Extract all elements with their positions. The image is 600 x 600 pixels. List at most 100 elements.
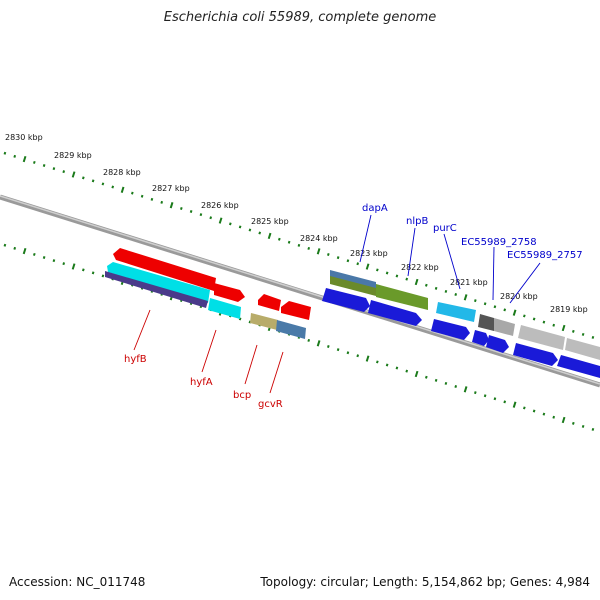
gene-label-purC[interactable]: purC [433, 223, 457, 234]
gene-label-EC55989_2757[interactable]: EC55989_2757 [507, 250, 583, 261]
forward-strand-tick [444, 289, 448, 293]
reverse-strand-tick [532, 409, 536, 413]
forward-strand-tick [62, 170, 66, 174]
forward-strand-tick [336, 256, 340, 260]
gene-feature-gcvR[interactable] [281, 301, 311, 320]
gene-feature-EC55989_2758[interactable] [478, 314, 494, 331]
forward-strand-tick [395, 274, 399, 278]
leader-gcvR [269, 351, 284, 394]
gene-feature-gcvR-steel[interactable] [276, 320, 306, 339]
leader-EC55989_2758 [492, 246, 495, 301]
reverse-strand-tick [473, 391, 477, 395]
gene-label-dapA[interactable]: dapA [362, 203, 388, 214]
reverse-strand-tick [454, 385, 458, 389]
scale-tick-label: 2823 kbp [350, 249, 388, 258]
scale-tick-label: 2825 kbp [251, 217, 289, 226]
forward-strand-tick [542, 320, 546, 324]
gene-feature-bcp[interactable] [258, 294, 281, 311]
scale-tick-label: 2824 kbp [300, 234, 338, 243]
forward-strand-tick [13, 154, 17, 158]
forward-strand-tick [199, 213, 203, 217]
scale-tick-label: 2829 kbp [54, 151, 92, 160]
reverse-strand-tick [542, 412, 546, 416]
reverse-strand-tick [522, 406, 526, 410]
forward-strand-tick [316, 248, 321, 255]
gene-feature-hyfB[interactable] [113, 248, 216, 291]
gene-feature-EC55989_2758[interactable] [494, 318, 515, 336]
forward-strand-tick [111, 185, 115, 189]
forward-strand-tick [522, 314, 526, 318]
reverse-strand-tick [591, 427, 595, 431]
forward-strand-tick [552, 323, 556, 327]
forward-strand-tick [454, 293, 458, 297]
gene-label-gcvR[interactable]: gcvR [258, 399, 283, 410]
reverse-strand-tick [3, 243, 7, 247]
forward-strand-tick [503, 308, 507, 312]
forward-strand-tick [150, 197, 154, 201]
reverse-strand-tick [405, 369, 409, 373]
reverse-strand-tick [375, 360, 379, 364]
forward-strand-tick [591, 335, 595, 339]
reverse-strand-tick [463, 386, 468, 393]
gene-label-bcp[interactable]: bcp [233, 390, 251, 401]
reverse-strand-tick [81, 268, 85, 272]
reverse-strand-tick [434, 378, 438, 382]
gene-feature-hyfA[interactable] [107, 262, 210, 303]
forward-strand-tick [52, 167, 56, 171]
gene-feature-hyfB[interactable] [214, 283, 245, 302]
gene-feature-bottom-arrow[interactable] [513, 343, 558, 366]
gene-feature-purC[interactable] [436, 302, 476, 322]
scale-tick-label: 2821 kbp [450, 278, 488, 287]
gene-feature-hyfA[interactable] [208, 298, 241, 319]
gene-feature-EC55989_2757[interactable] [518, 325, 565, 350]
forward-strand-tick [277, 237, 281, 241]
leader-bcp [244, 344, 258, 385]
reverse-strand-tick [571, 421, 575, 425]
forward-strand-tick [71, 171, 76, 178]
gene-label-nlpB[interactable]: nlpB [406, 216, 428, 227]
forward-strand-tick [91, 179, 95, 183]
reverse-strand-tick [32, 252, 36, 256]
gene-label-hyfA[interactable]: hyfA [190, 377, 213, 388]
reverse-strand-tick [503, 400, 507, 404]
leader-purC [443, 233, 461, 290]
forward-strand-tick [473, 299, 477, 303]
reverse-strand-tick [71, 263, 76, 270]
forward-strand-tick [483, 302, 487, 306]
reverse-strand-tick [326, 345, 330, 349]
reverse-strand-tick [483, 394, 487, 398]
gene-feature-small-arrow[interactable] [472, 330, 489, 346]
gene-feature-bottom-arrow[interactable] [557, 355, 600, 378]
gene-feature-dapA-arrow[interactable] [322, 288, 370, 312]
forward-strand-tick [385, 271, 389, 275]
scale-labels: 2830 kbp 2829 kbp 2828 kbp 2827 kbp 2826… [5, 133, 588, 314]
gene-feature-nlpB[interactable] [376, 284, 428, 310]
forward-strand-tick [571, 329, 575, 333]
forward-strand-tick [22, 155, 27, 163]
gene-label-EC55989_2758[interactable]: EC55989_2758 [461, 237, 537, 248]
map-title: Escherichia coli 55989, complete genome [163, 10, 437, 25]
gene-feature-EC55989_2757[interactable] [565, 338, 600, 360]
gene-feature-purC-arrow[interactable] [431, 319, 470, 340]
gene-feature-dapA[interactable] [330, 276, 376, 296]
gene-feature-nlpB-arrow[interactable] [368, 300, 422, 326]
gene-label-hyfB[interactable]: hyfB [124, 354, 147, 365]
gene-feature-small-arrow[interactable] [486, 335, 509, 353]
gene-feature-bcp-olive[interactable] [250, 313, 278, 330]
leader-EC55989_2757 [509, 262, 541, 304]
reverse-strand-tick [424, 375, 428, 379]
forward-strand-tick [179, 207, 183, 211]
reverse-strand-tick [552, 415, 556, 419]
forward-strand-tick [209, 216, 213, 220]
scale-tick-label: 2826 kbp [201, 201, 239, 210]
gene-feature-hyfB-purple[interactable] [105, 271, 208, 308]
reverse-strand-tick [512, 401, 517, 408]
forward-strand-tick [297, 243, 301, 247]
forward-strand-tick [32, 160, 36, 164]
reverse-strand-ticks [3, 243, 595, 431]
reverse-strand-tick [52, 259, 56, 263]
forward-strand-tick [258, 231, 262, 235]
forward-strand-tick [532, 317, 536, 321]
label-leaders [133, 214, 541, 394]
